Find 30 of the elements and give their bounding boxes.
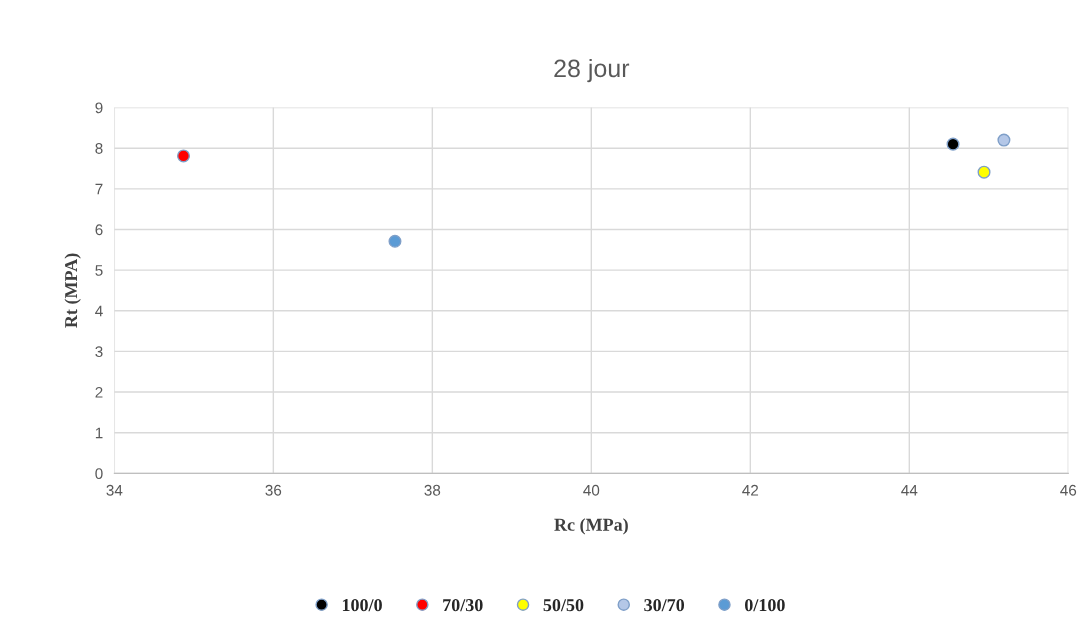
x-tick-label: 34 bbox=[106, 484, 123, 496]
x-tick-label: 44 bbox=[901, 485, 918, 496]
point bbox=[997, 133, 1011, 147]
point bbox=[977, 165, 991, 179]
y-tick-label: 3 bbox=[95, 346, 103, 358]
y-tick-label: 9 bbox=[95, 102, 103, 114]
chart-title: 28 jour bbox=[554, 58, 630, 83]
y-tick-label: 0 bbox=[95, 468, 103, 480]
x-tick-label: 38 bbox=[424, 484, 441, 496]
y-axis-title: Rt (MPA) bbox=[64, 253, 81, 328]
point bbox=[177, 149, 191, 163]
y-tick-label: 8 bbox=[95, 143, 103, 154]
legend-label: 0/100 bbox=[745, 599, 785, 612]
x-tick-label: 36 bbox=[265, 484, 282, 496]
point bbox=[388, 234, 402, 248]
x-axis-title: Rc (MPa) bbox=[554, 518, 628, 535]
y-tick-label: 2 bbox=[95, 386, 103, 398]
point bbox=[946, 137, 960, 151]
y-tick-label: 4 bbox=[95, 305, 103, 317]
x-tick-label: 42 bbox=[742, 484, 759, 496]
y-tick-label: 6 bbox=[95, 224, 103, 236]
legend-label: 100/0 bbox=[342, 599, 382, 612]
y-tick-label: 1 bbox=[95, 427, 103, 439]
x-tick-label: 46 bbox=[1060, 484, 1077, 496]
legend-label: 30/70 bbox=[644, 599, 685, 612]
x-tick-label: 40 bbox=[583, 484, 600, 496]
legend-label: 50/50 bbox=[543, 599, 584, 612]
y-tick-label: 7 bbox=[95, 183, 103, 195]
y-tick-label: 5 bbox=[95, 265, 103, 276]
legend-label: 70/30 bbox=[443, 599, 483, 612]
